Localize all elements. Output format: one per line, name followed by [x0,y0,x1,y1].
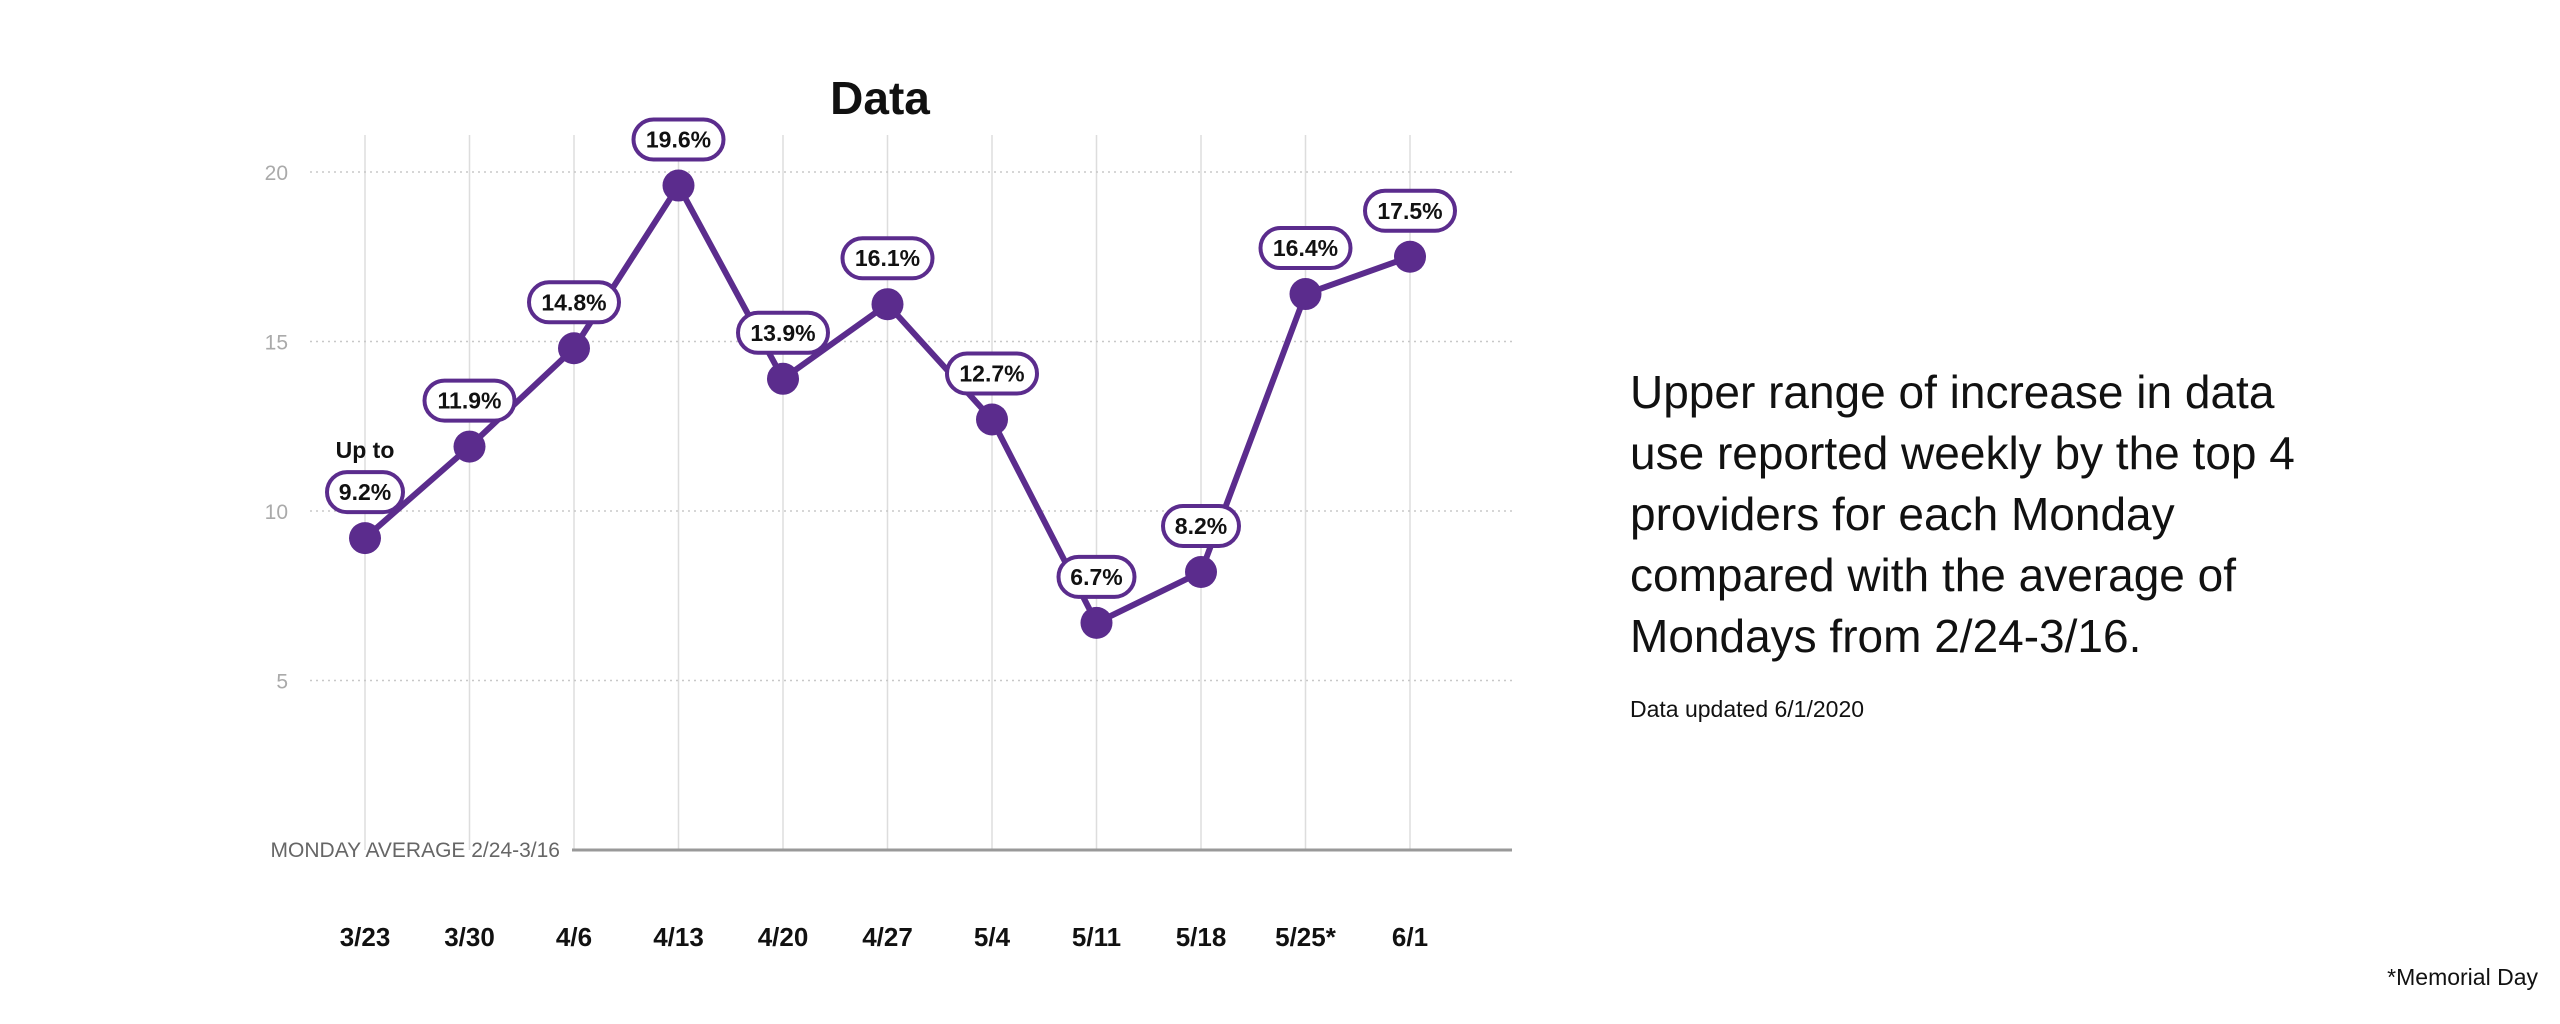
data-label-text: 9.2% [339,479,391,505]
data-label: 17.5% [1363,188,1457,233]
data-label-prefix: Up to [336,437,395,463]
y-tick-label: 10 [265,501,288,524]
y-tick-label: 5 [276,671,288,694]
data-label: 8.2% [1161,504,1241,549]
x-tick-label: 4/13 [653,922,704,952]
data-label: 16.4% [1258,226,1353,271]
chart-title: Data [830,72,930,124]
data-label: 13.9% [736,310,830,355]
y-tick-label: 15 [265,332,288,355]
x-tick-label: 4/20 [758,922,809,952]
data-labels: 9.2% Up to 11.9% 14.8% 19.6% 13.9% 16.1% 12.7% 6… [325,117,1457,599]
x-axis-ticks: 3/23 3/30 4/6 4/13 4/20 4/27 5/4 5/11 5/18 5/25* 6… [340,922,1428,952]
data-label-text: 14.8% [541,289,606,315]
memorial-day-footnote: *Memorial Day [2387,964,2538,990]
data-label-pill [1161,504,1241,549]
data-label-pill [422,378,517,423]
data-label-pill [1056,554,1137,599]
data-label: 6.7% [1056,554,1137,599]
data-label-pill [1363,188,1457,233]
data-label-text: 16.1% [855,245,920,271]
data-label-text: 19.6% [646,127,711,153]
data-point [767,362,799,395]
data-label-text: 12.7% [959,360,1024,386]
data-point [1394,240,1426,273]
baseline-label: MONDAY AVERAGE 2/24-3/16 [271,839,560,862]
data-point [976,403,1008,436]
data-label-text: 6.7% [1070,564,1122,590]
data-label: 11.9% [422,378,517,423]
data-label-pill [1258,226,1353,271]
data-label-pill [736,310,830,355]
data-point [871,288,904,321]
data-label: 16.1% [840,236,935,281]
data-label-text: 17.5% [1377,198,1442,224]
x-tick-label: 6/1 [1392,922,1428,952]
data-label: 19.6% [631,117,726,162]
data-label-pill [631,117,726,162]
data-label: 9.2% [325,470,405,515]
data-point [453,430,486,463]
x-tick-label: 5/25* [1275,922,1337,952]
chart-description: Upper range of increase in data use repo… [1630,366,2295,662]
x-tick-label: 3/23 [340,922,391,952]
data-label-pill [527,280,621,325]
data-point [558,332,590,365]
data-label-pill [840,236,935,281]
data-label-text: 13.9% [750,320,815,346]
data-point [1289,278,1322,311]
x-tick-label: 5/18 [1176,922,1227,952]
series-line-group [349,169,1426,639]
data-point [1080,606,1113,639]
data-label-text: 8.2% [1175,513,1227,539]
data-label: 14.8% [527,280,621,325]
data-label-text: 16.4% [1273,235,1338,261]
data-point [1185,556,1217,589]
data-label-text: 11.9% [438,388,502,414]
data-label-pill [945,351,1039,396]
data-point [662,169,695,202]
y-axis-ticks: 5 10 15 20 [265,162,288,694]
x-tick-label: 5/4 [974,922,1011,952]
data-label: 12.7% [945,351,1039,396]
data-label-pill [325,470,405,515]
data-updated-note: Data updated 6/1/2020 [1630,696,1865,722]
x-tick-label: 5/11 [1072,922,1121,952]
y-tick-label: 20 [265,162,288,185]
baseline: MONDAY AVERAGE 2/24-3/16 [271,839,1512,862]
x-tick-label: 4/27 [862,922,913,952]
grid-lines [310,135,1512,850]
x-tick-label: 4/6 [556,922,592,952]
x-tick-label: 3/30 [444,922,495,952]
data-point [349,522,381,555]
